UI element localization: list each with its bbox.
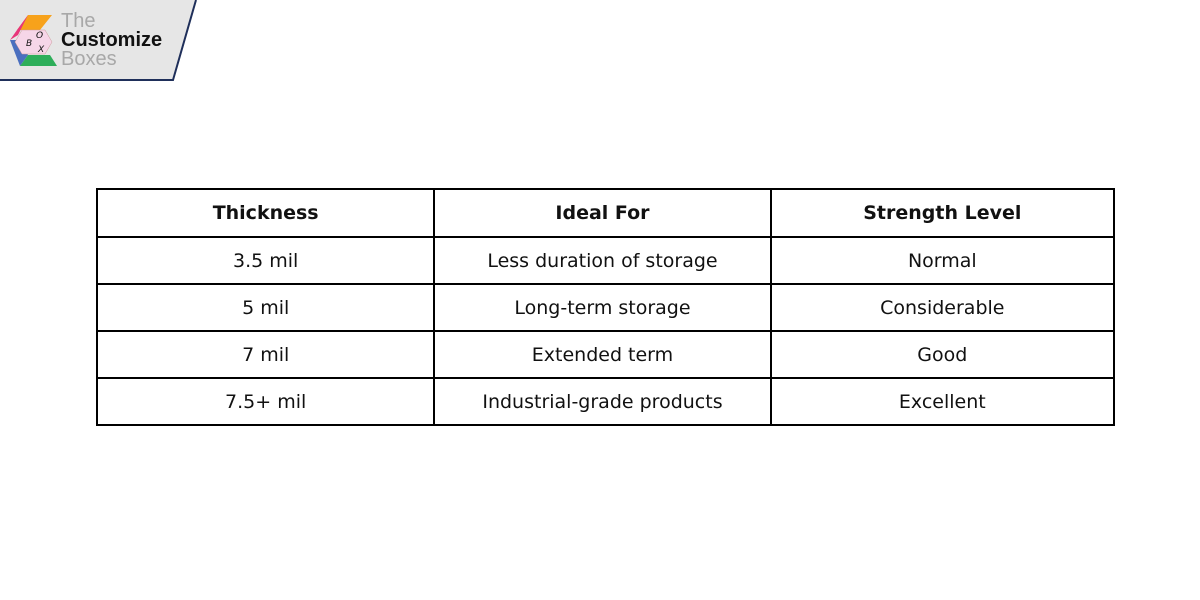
- cell-strength: Considerable: [769, 283, 1116, 332]
- cell-strength: Excellent: [769, 377, 1116, 426]
- logo-line-3: Boxes: [61, 48, 117, 70]
- header-ideal-for: Ideal For: [433, 188, 772, 238]
- cell-thickness: 7.5+ mil: [95, 377, 436, 426]
- logo-background: B O X: [0, 0, 197, 81]
- svg-text:X: X: [37, 45, 45, 55]
- header-strength-level: Strength Level: [769, 188, 1116, 238]
- cell-strength: Normal: [769, 236, 1116, 285]
- table-row: 7.5+ mil Industrial-grade products Excel…: [95, 377, 1116, 426]
- svg-text:B: B: [26, 39, 32, 49]
- cell-ideal-for: Extended term: [433, 330, 772, 379]
- cell-thickness: 3.5 mil: [95, 236, 436, 285]
- logo-line-2: Customize: [61, 29, 163, 51]
- cell-ideal-for: Less duration of storage: [433, 236, 772, 285]
- table-row: 3.5 mil Less duration of storage Normal: [95, 236, 1116, 285]
- cell-thickness: 5 mil: [95, 283, 436, 332]
- header-thickness: Thickness: [95, 188, 436, 238]
- cell-ideal-for: Long-term storage: [433, 283, 772, 332]
- logo-line-1: The: [61, 10, 96, 32]
- table-row: 5 mil Long-term storage Considerable: [95, 283, 1116, 332]
- logo: B O X The Customize Boxes: [0, 0, 200, 82]
- cell-ideal-for: Industrial-grade products: [433, 377, 772, 426]
- thickness-table: Thickness Ideal For Strength Level 3.5 m…: [95, 188, 1116, 426]
- svg-text:O: O: [36, 31, 43, 41]
- cell-thickness: 7 mil: [95, 330, 436, 379]
- table-row: 7 mil Extended term Good: [95, 330, 1116, 379]
- cell-strength: Good: [769, 330, 1116, 379]
- table-header-row: Thickness Ideal For Strength Level: [95, 188, 1116, 238]
- cube-icon: B O X: [10, 15, 57, 66]
